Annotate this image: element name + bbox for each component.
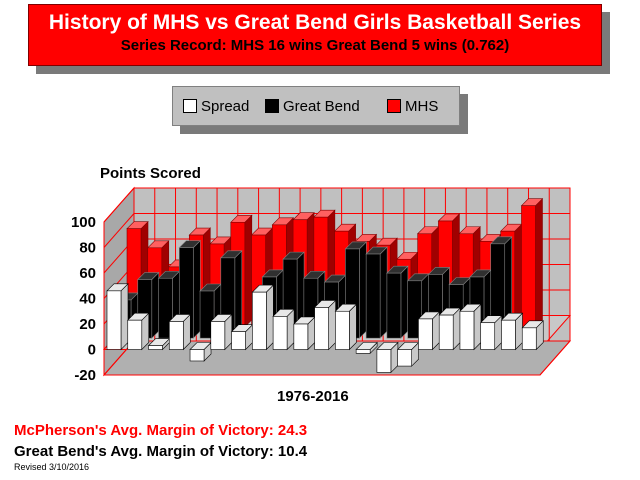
great-bend-margin-text: Great Bend's Avg. Margin of Victory: 10.… xyxy=(14,443,308,460)
legend-item-spread: Spread xyxy=(183,95,249,117)
bar-face-spread xyxy=(252,291,267,350)
bar-face-spread xyxy=(231,331,246,350)
y-tick-label: 80 xyxy=(79,240,96,257)
y-axis-label: Points Scored xyxy=(100,165,201,182)
bar-spread xyxy=(334,303,358,351)
bar-side-spread xyxy=(266,284,274,351)
bar-side-great-bend xyxy=(192,239,201,339)
bar-spread xyxy=(500,312,524,351)
bar-spread xyxy=(106,283,129,351)
bar-face-mhs xyxy=(521,205,536,328)
gridline-side xyxy=(103,213,135,248)
gridline-side xyxy=(103,187,135,223)
bar-face-spread xyxy=(521,327,537,350)
bar-spread xyxy=(438,307,461,351)
y-tick-label: 0 xyxy=(88,342,96,359)
bar-spread xyxy=(251,284,275,351)
bar-side-spread xyxy=(349,303,357,351)
bar-side-mhs xyxy=(535,197,543,328)
bar-face-spread xyxy=(189,349,205,362)
bar-spread xyxy=(313,299,337,351)
bar-side-great-bend xyxy=(359,241,367,339)
bar-spread xyxy=(396,341,420,367)
bar-face-spread xyxy=(335,310,350,350)
bar-spread xyxy=(459,303,482,351)
legend: Spread Great Bend MHS xyxy=(172,86,460,126)
bar-face-spread xyxy=(459,310,475,350)
bar-face-great-bend xyxy=(365,253,381,339)
y-tick-label: -20 xyxy=(74,367,96,384)
bar-face-spread xyxy=(397,349,412,367)
bar-spread xyxy=(189,341,212,362)
y-tick-label: 100 xyxy=(71,214,96,231)
legend-item-mhs: MHS xyxy=(387,95,438,117)
legend-label-great-bend: Great Bend xyxy=(283,97,360,115)
legend-swatch-spread xyxy=(183,99,197,113)
bar-face-spread xyxy=(106,290,122,350)
bar-side-mhs xyxy=(244,214,253,328)
bar-face-spread xyxy=(355,349,371,354)
y-tick-label: 60 xyxy=(79,265,96,282)
bar-face-spread xyxy=(127,319,143,350)
bar-side-spread xyxy=(328,299,336,351)
bar-side-spread xyxy=(473,303,482,351)
mhs-margin-text: McPherson's Avg. Margin of Victory: 24.3 xyxy=(14,422,308,439)
bar-spread xyxy=(479,315,503,351)
bar-face-spread xyxy=(168,321,184,350)
bar-spread xyxy=(293,316,316,351)
bar-side-great-bend xyxy=(400,265,409,339)
bar-face-spread xyxy=(438,314,454,350)
bar-face-spread xyxy=(480,322,496,350)
bar-spread xyxy=(417,311,441,351)
bar-side-great-bend xyxy=(379,246,388,339)
bar-face-spread xyxy=(210,321,226,350)
title-banner: History of MHS vs Great Bend Girls Baske… xyxy=(28,4,602,66)
bar-side-spread xyxy=(120,283,129,351)
bar-face-spread xyxy=(418,318,433,350)
bar-face-spread xyxy=(272,316,288,350)
x-axis-label: 1976-2016 xyxy=(277,388,349,405)
bar-spread xyxy=(272,308,295,351)
bar-spread xyxy=(521,320,544,351)
bar-great-bend xyxy=(365,246,388,339)
bar-spread xyxy=(127,312,150,351)
bar-mhs xyxy=(520,197,544,328)
y-tick-label: 20 xyxy=(79,316,96,333)
y-tick-label: 40 xyxy=(79,291,96,308)
bar-face-great-bend xyxy=(386,272,402,339)
bar-side-great-bend xyxy=(151,271,160,339)
bar-spread xyxy=(230,323,254,351)
bar-face-spread xyxy=(293,323,309,350)
bar-spread xyxy=(355,341,378,355)
bar-face-spread xyxy=(314,307,329,350)
chart-title: History of MHS vs Great Bend Girls Baske… xyxy=(48,11,582,34)
bar-face-spread xyxy=(376,349,392,373)
legend-swatch-mhs xyxy=(387,99,401,113)
bar-spread xyxy=(168,313,192,351)
legend-swatch-great-bend xyxy=(265,99,279,113)
chart-subtitle: Series Record: MHS 16 wins Great Bend 5 … xyxy=(120,37,510,54)
plot-frame xyxy=(103,222,571,376)
bar-great-bend xyxy=(386,265,409,339)
bar-face-spread xyxy=(148,345,163,350)
legend-label-mhs: MHS xyxy=(405,97,439,115)
bar-spread xyxy=(210,313,233,351)
legend-item-great-bend: Great Bend xyxy=(265,95,360,117)
bar-face-spread xyxy=(501,319,516,350)
bar-side-mhs xyxy=(514,223,523,328)
bar-spread xyxy=(376,341,399,374)
legend-label-spread: Spread xyxy=(201,97,250,115)
revised-date: Revised 3/10/2016 xyxy=(14,462,90,472)
